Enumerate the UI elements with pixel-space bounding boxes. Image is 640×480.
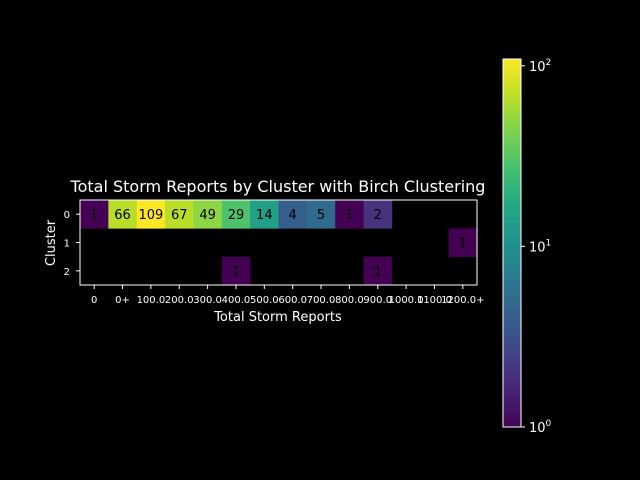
heatmap-cells: 1 66 109 67 49 29 14 4 5 1 2 1 1 1	[80, 200, 478, 286]
heatmap-cell	[221, 256, 251, 286]
x-tick-label: 1200.0+	[441, 295, 484, 306]
cell-value-label: 2	[374, 208, 382, 223]
x-tick-label: 100.0	[137, 295, 166, 306]
y-tick-label: 2	[64, 267, 70, 278]
cell-value-label: 66	[114, 208, 131, 223]
heatmap-cell	[335, 200, 364, 229]
heatmap-cell	[165, 200, 194, 229]
x-tick-label: 0	[91, 295, 97, 306]
heatmap-cell	[221, 200, 251, 229]
heatmap-cell	[136, 200, 166, 229]
cell-value-label: 1	[232, 265, 240, 280]
x-axis-label: Total Storm Reports	[213, 310, 342, 325]
x-tick-label: 300.0	[193, 295, 222, 306]
cell-value-label: 1	[90, 208, 98, 223]
heatmap-cell	[108, 200, 138, 229]
heatmap-cell	[278, 200, 308, 229]
cell-value-label: 1	[345, 208, 353, 223]
cell-value-label: 1	[459, 237, 467, 252]
x-tick-label: 600.0	[278, 295, 307, 306]
colorbar-gradient	[502, 58, 522, 428]
heatmap-cell	[80, 200, 109, 229]
x-tick-label: 0+	[115, 295, 130, 306]
x-tick-label: 200.0	[165, 295, 194, 306]
x-axis-ticks: 0 0+ 100.0 200.0 300.0 400.0 500.0 600.0 700.0 80…	[91, 285, 485, 306]
chart-title: Total Storm Reports by Cluster with Birc…	[70, 177, 486, 196]
x-tick-label: 1100.0	[417, 295, 452, 306]
heatmap-cell	[193, 200, 223, 229]
y-axis-label: Cluster	[44, 219, 59, 266]
x-tick-label: 400.0	[222, 295, 251, 306]
y-tick-label: 0	[64, 210, 70, 221]
colorbar: 100 101 102	[502, 58, 552, 436]
x-tick-label: 500.0	[250, 295, 279, 306]
cell-value-label: 1	[374, 265, 382, 280]
cell-value-label: 29	[228, 208, 245, 223]
cell-value-label: 4	[289, 208, 297, 223]
cell-value-label: 67	[171, 208, 188, 223]
colorbar-tick-label: 101	[529, 238, 551, 255]
heatmap-cell	[363, 256, 393, 286]
cell-value-label: 14	[256, 208, 273, 223]
y-axis-ticks: 0 1 2	[64, 210, 80, 278]
y-tick-label: 1	[64, 239, 70, 250]
x-tick-label: 900.0	[363, 295, 392, 306]
x-tick-label: 800.0	[335, 295, 364, 306]
colorbar-tick-label: 102	[529, 58, 551, 75]
x-tick-label: 1000.0	[389, 295, 424, 306]
heatmap-cell	[448, 228, 478, 257]
cell-value-label: 5	[317, 208, 325, 223]
colorbar-ticks: 100 101 102	[521, 58, 552, 436]
cell-value-label: 109	[138, 208, 163, 223]
heatmap-cell	[250, 200, 279, 229]
colorbar-tick-label: 100	[529, 419, 552, 436]
x-tick-label: 700.0	[307, 295, 336, 306]
cell-value-label: 49	[199, 208, 216, 223]
heatmap-cell	[363, 200, 393, 229]
heatmap-cell	[306, 200, 336, 229]
